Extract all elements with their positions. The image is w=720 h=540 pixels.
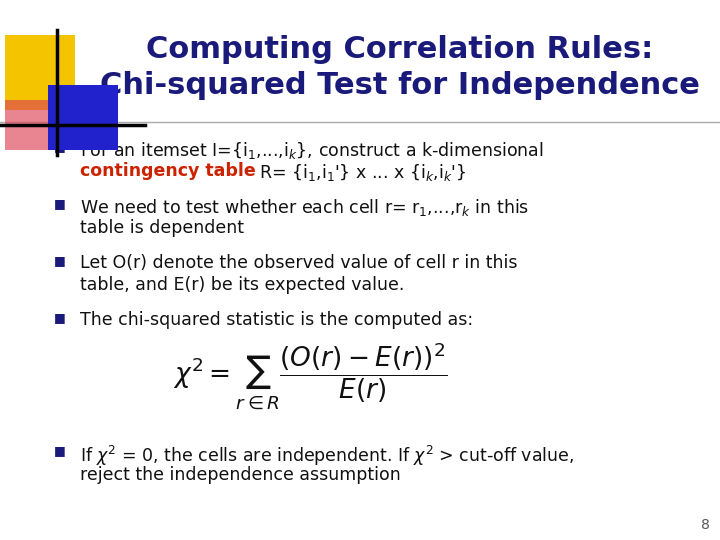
- Text: contingency table: contingency table: [80, 162, 256, 180]
- Text: Let O(r) denote the observed value of cell r in this: Let O(r) denote the observed value of ce…: [80, 254, 518, 272]
- Text: If $\chi^2$ = 0, the cells are independent. If $\chi^2$ > cut-off value,: If $\chi^2$ = 0, the cells are independe…: [80, 444, 574, 468]
- Text: table, and E(r) be its expected value.: table, and E(r) be its expected value.: [80, 276, 405, 294]
- Text: ■: ■: [54, 197, 66, 210]
- Text: ■: ■: [54, 254, 66, 267]
- Text: ■: ■: [54, 444, 66, 457]
- Text: reject the independence assumption: reject the independence assumption: [80, 466, 401, 484]
- Text: Chi-squared Test for Independence: Chi-squared Test for Independence: [100, 71, 700, 99]
- Bar: [48, 85, 118, 150]
- Text: We need to test whether each cell r= r$_{1}$,...,r$_{k}$ in this: We need to test whether each cell r= r$_…: [80, 197, 529, 218]
- Text: R= {i$_{1}$,i$_{1}$'} x ... x {i$_{k}$,i$_{k}$'}: R= {i$_{1}$,i$_{1}$'} x ... x {i$_{k}$,i…: [248, 162, 466, 183]
- Text: Computing Correlation Rules:: Computing Correlation Rules:: [146, 36, 654, 64]
- Text: ■: ■: [54, 140, 66, 153]
- Text: $\chi^2 = \sum_{r \in R} \dfrac{\left(O(r)-E(r)\right)^2}{E(r)}$: $\chi^2 = \sum_{r \in R} \dfrac{\left(O(…: [173, 341, 447, 411]
- Text: ■: ■: [54, 311, 66, 324]
- Text: For an itemset I={i$_{1}$,...,i$_{k}$}, construct a k-dimensional: For an itemset I={i$_{1}$,...,i$_{k}$}, …: [80, 140, 544, 161]
- Text: table is dependent: table is dependent: [80, 219, 244, 237]
- Bar: [5, 100, 60, 150]
- Text: The chi-squared statistic is the computed as:: The chi-squared statistic is the compute…: [80, 311, 473, 329]
- Text: 8: 8: [701, 518, 710, 532]
- Bar: [5, 35, 75, 110]
